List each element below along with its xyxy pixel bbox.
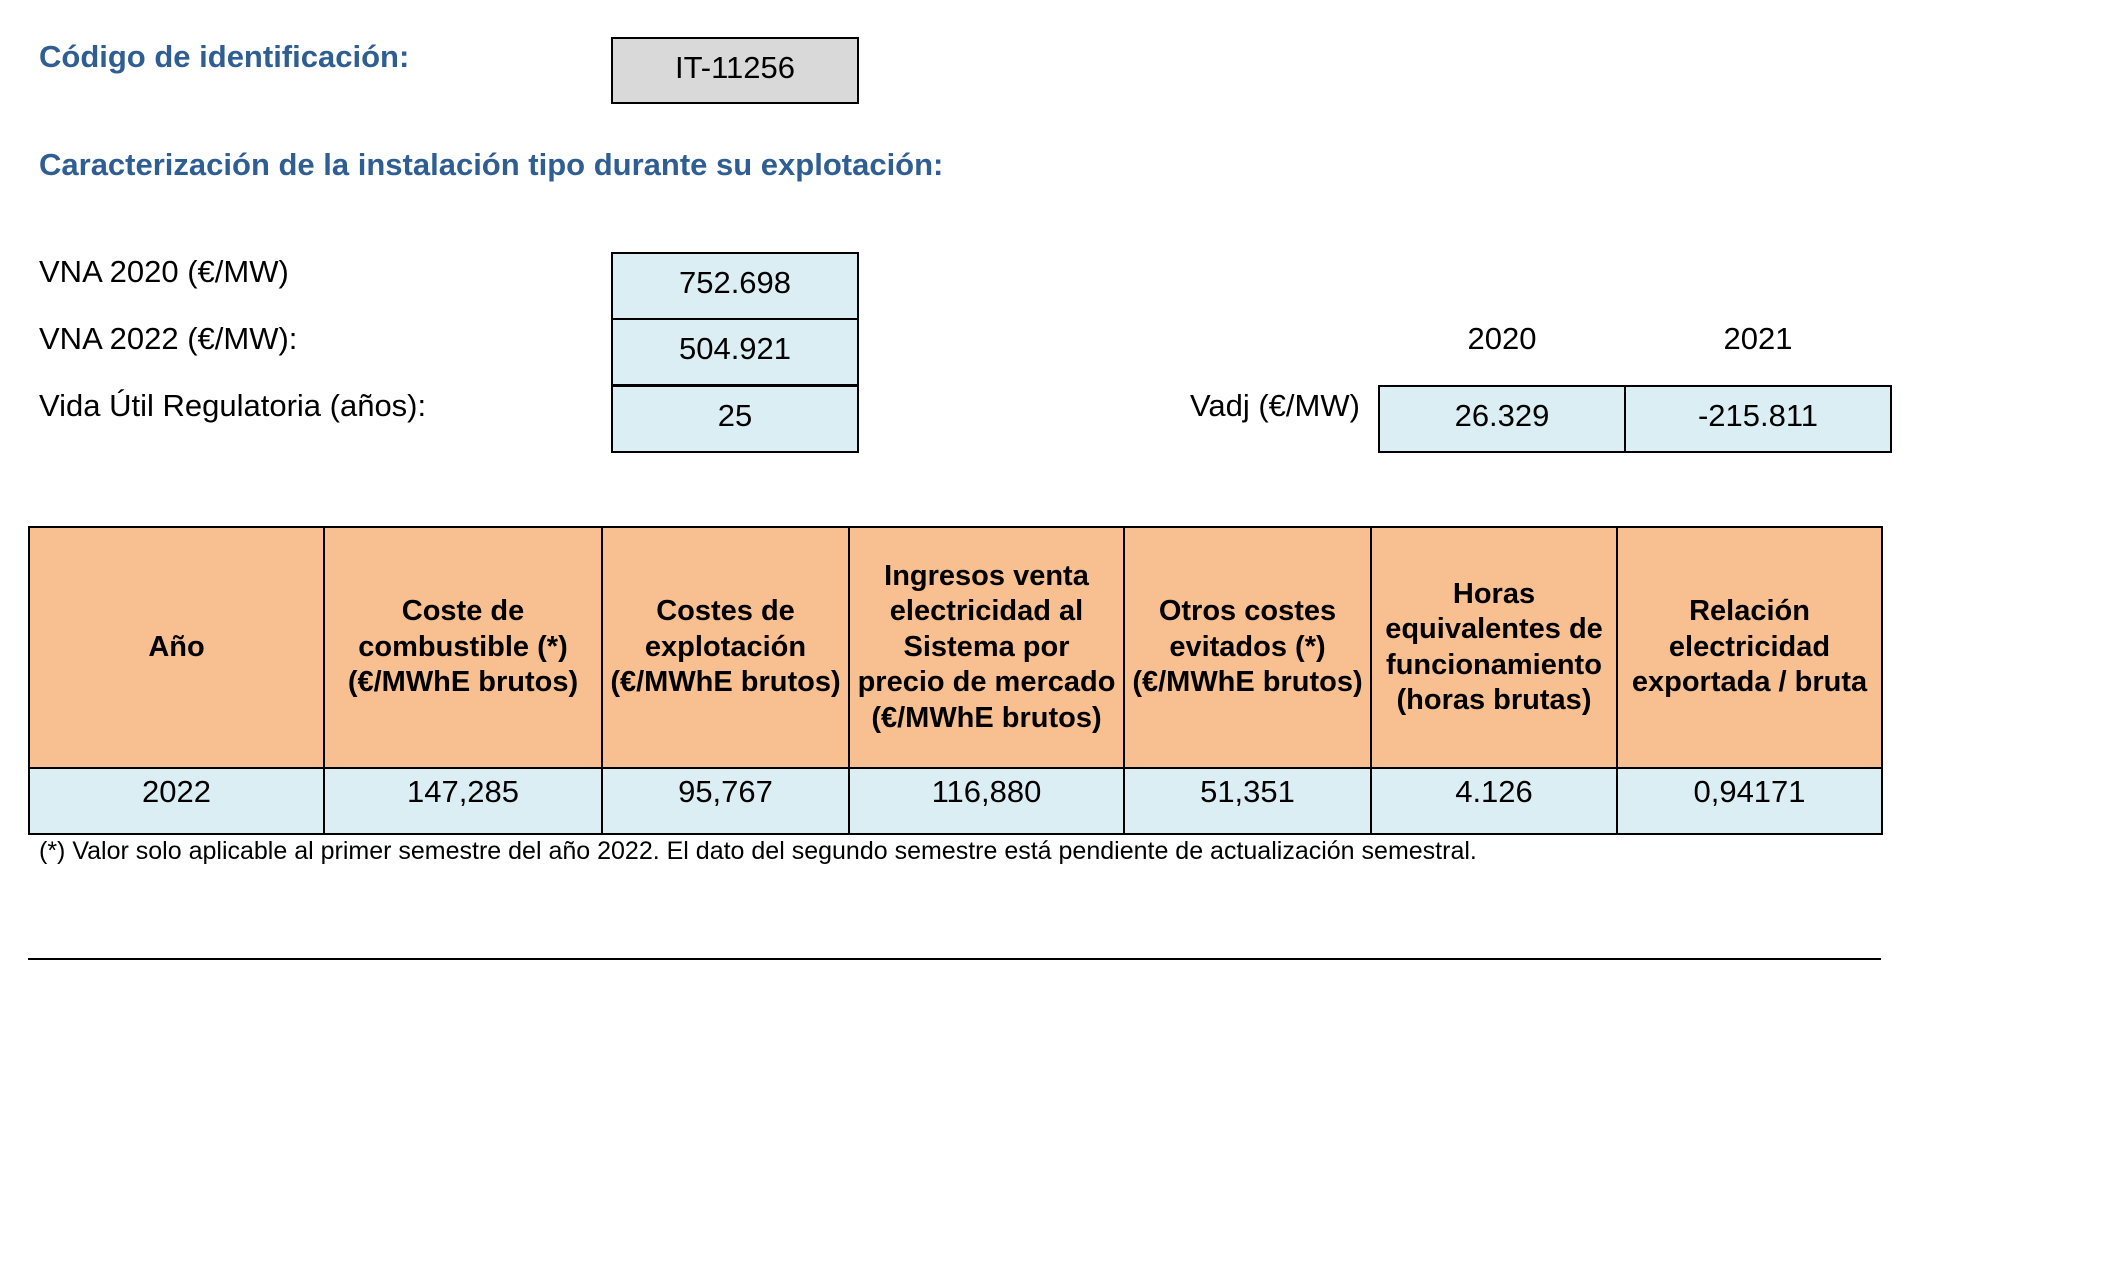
vna-2020-label: VNA 2020 (€/MW) — [39, 254, 289, 289]
vadj-year-2021: 2021 — [1723, 321, 1793, 356]
vadj-year-2020: 2020 — [1467, 321, 1537, 356]
id-value-box: IT-11256 — [611, 37, 859, 104]
vna-2022-label: VNA 2022 (€/MW): — [39, 321, 298, 356]
vna-2022-value: 504.921 — [611, 318, 859, 386]
vna-2020-value: 752.698 — [611, 252, 859, 320]
cell-operating-costs: 95,767 — [601, 767, 850, 835]
cell-fuel-cost: 147,285 — [323, 767, 603, 835]
table-header-row: Año Coste de combustible (*) (€/MWhE bru… — [28, 526, 1883, 769]
vadj-2020-value: 26.329 — [1378, 385, 1626, 453]
vida-util-label: Vida Útil Regulatoria (años): — [39, 388, 427, 423]
divider — [28, 958, 1881, 960]
cell-avoided-costs: 51,351 — [1123, 767, 1372, 835]
col-header-fuel-cost: Coste de combustible (*) (€/MWhE brutos) — [323, 526, 603, 769]
col-header-export-ratio: Relación electricidad exportada / bruta — [1616, 526, 1883, 769]
vadj-2021-value: -215.811 — [1624, 385, 1892, 453]
cell-export-ratio: 0,94171 — [1616, 767, 1883, 835]
col-header-year: Año — [28, 526, 325, 769]
cell-year: 2022 — [28, 767, 325, 835]
cost-table: Año Coste de combustible (*) (€/MWhE bru… — [28, 526, 1883, 835]
cell-equivalent-hours: 4.126 — [1370, 767, 1618, 835]
vida-util-value: 25 — [611, 385, 859, 453]
id-label: Código de identificación: — [39, 39, 410, 74]
footnote: (*) Valor solo aplicable al primer semes… — [39, 837, 1477, 865]
col-header-market-revenue: Ingresos venta electricidad al Sistema p… — [848, 526, 1125, 769]
col-header-avoided-costs: Otros costes evitados (*) (€/MWhE brutos… — [1123, 526, 1372, 769]
cell-market-revenue: 116,880 — [848, 767, 1125, 835]
vadj-label: Vadj (€/MW) — [1190, 388, 1360, 423]
table-row: 2022 147,285 95,767 116,880 51,351 4.126… — [28, 767, 1883, 835]
section-title: Caracterización de la instalación tipo d… — [39, 147, 944, 182]
col-header-operating-costs: Costes de explotación (€/MWhE brutos) — [601, 526, 850, 769]
col-header-equivalent-hours: Horas equivalentes de funcionamiento (ho… — [1370, 526, 1618, 769]
